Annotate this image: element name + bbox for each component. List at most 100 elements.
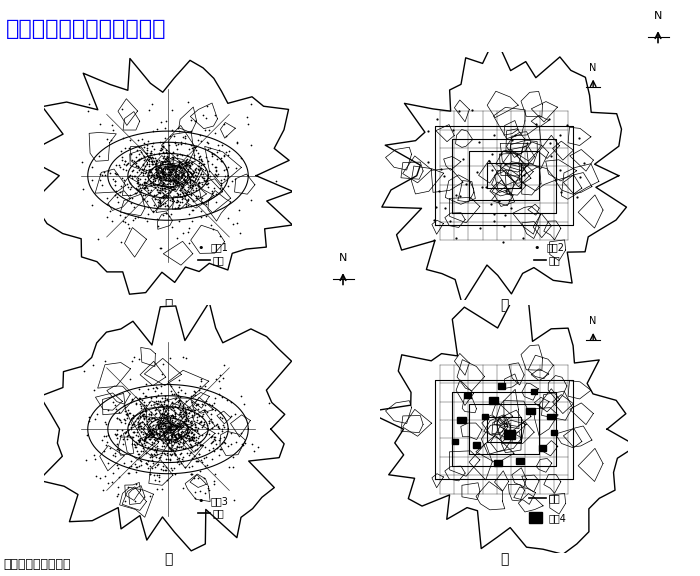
- Point: [153, 180, 164, 189]
- Point: [190, 422, 201, 431]
- Point: [111, 187, 122, 196]
- Point: [157, 180, 168, 190]
- Point: [231, 163, 242, 172]
- Point: [430, 203, 442, 212]
- Point: [147, 429, 158, 438]
- Point: [213, 422, 224, 431]
- Point: [186, 435, 197, 444]
- Point: [138, 429, 149, 438]
- Point: [188, 425, 199, 434]
- Point: [158, 142, 169, 151]
- Point: [158, 171, 169, 180]
- Point: [146, 410, 157, 419]
- Point: [134, 188, 146, 197]
- Point: [132, 156, 144, 165]
- Point: [193, 177, 204, 187]
- Point: [169, 161, 181, 170]
- Point: [136, 440, 148, 449]
- Point: [209, 405, 220, 414]
- Point: [144, 435, 155, 444]
- Point: [167, 161, 178, 170]
- Point: [192, 456, 203, 465]
- Point: [247, 439, 258, 449]
- Point: [181, 158, 192, 167]
- Point: [193, 161, 204, 170]
- Point: [179, 139, 190, 148]
- Point: [139, 436, 150, 445]
- Point: [161, 414, 172, 423]
- Point: [240, 439, 251, 448]
- Point: [113, 445, 125, 454]
- Point: [546, 151, 557, 161]
- Point: [169, 450, 181, 460]
- Point: [105, 168, 116, 177]
- Point: [104, 206, 116, 215]
- Point: [199, 405, 210, 414]
- Point: [137, 444, 148, 453]
- Point: [119, 217, 130, 226]
- Point: [131, 442, 142, 451]
- Point: [134, 421, 146, 430]
- Point: [166, 436, 177, 445]
- Point: [192, 194, 203, 203]
- Point: [202, 145, 213, 154]
- Point: [169, 401, 181, 410]
- Point: [137, 409, 148, 418]
- Point: [148, 470, 160, 479]
- Point: [134, 449, 145, 458]
- Point: [111, 430, 122, 439]
- Point: [156, 419, 167, 429]
- Point: [159, 176, 170, 185]
- Point: [139, 168, 150, 177]
- Point: [183, 436, 195, 445]
- Point: [208, 444, 219, 453]
- Point: [139, 433, 150, 442]
- Point: [167, 411, 178, 420]
- Point: [172, 436, 183, 445]
- Point: [174, 402, 185, 411]
- Point: [102, 213, 113, 222]
- Bar: [482, 414, 488, 419]
- Point: [134, 413, 146, 422]
- Point: [461, 179, 472, 188]
- Point: [173, 429, 184, 438]
- Point: [531, 119, 542, 128]
- Point: [131, 413, 142, 422]
- Point: [165, 415, 176, 424]
- Point: [165, 420, 176, 429]
- Point: [127, 396, 138, 405]
- Point: [174, 376, 185, 385]
- Point: [144, 444, 155, 453]
- Point: [158, 177, 169, 186]
- Point: [183, 210, 195, 219]
- Point: [164, 424, 176, 433]
- Point: [176, 137, 187, 146]
- Point: [211, 154, 223, 163]
- Point: [115, 415, 126, 425]
- Point: [83, 416, 94, 426]
- Point: [187, 427, 198, 437]
- Point: [184, 163, 195, 172]
- Point: [173, 430, 184, 439]
- Point: [178, 188, 189, 198]
- Point: [183, 172, 195, 181]
- Point: [146, 153, 157, 162]
- Point: [213, 435, 224, 444]
- Point: [130, 442, 141, 452]
- Point: [183, 436, 195, 445]
- Point: [167, 397, 178, 407]
- Point: [189, 445, 200, 454]
- Point: [199, 159, 210, 168]
- Point: [215, 153, 226, 162]
- Point: [112, 192, 123, 202]
- Point: [190, 145, 202, 154]
- Point: [148, 423, 159, 433]
- Point: [195, 164, 206, 173]
- Point: [89, 414, 100, 423]
- Point: [164, 179, 176, 188]
- Point: [149, 462, 160, 471]
- Point: [144, 149, 155, 158]
- Point: [147, 458, 158, 468]
- Point: [156, 393, 167, 403]
- Point: [174, 437, 186, 446]
